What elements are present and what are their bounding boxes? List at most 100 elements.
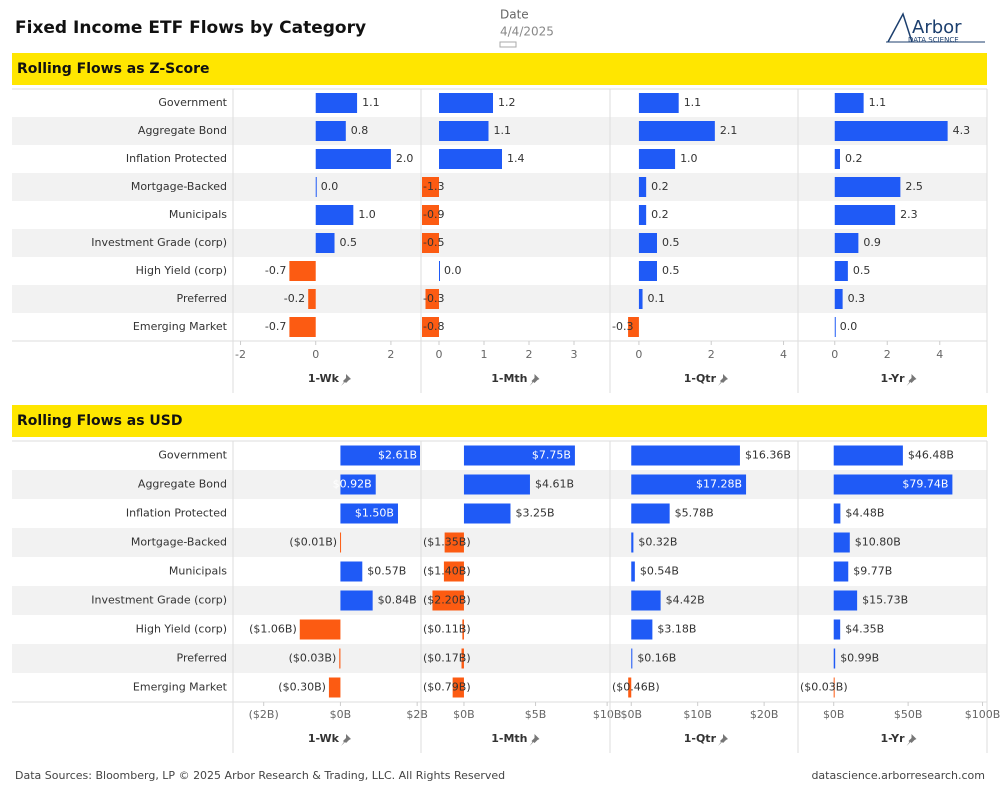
- panel-title: 1-Yr: [881, 732, 906, 745]
- value-label: -0.9: [423, 208, 444, 221]
- date-control[interactable]: [499, 41, 517, 48]
- category-label: Emerging Market: [133, 320, 228, 333]
- bar: [638, 121, 715, 141]
- panel-bars: [628, 445, 747, 698]
- panel-bars: [628, 93, 715, 337]
- pin-icon: [341, 734, 351, 746]
- value-label: $0.99B: [840, 652, 879, 665]
- value-label: $7.75B: [532, 449, 571, 462]
- value-label: ($0.17B): [423, 652, 471, 665]
- bar: [638, 205, 647, 225]
- logo-subtext: DATA SCIENCE: [908, 36, 959, 44]
- category-label: Government: [158, 449, 227, 462]
- bar: [631, 445, 740, 466]
- value-label: $16.36B: [745, 449, 791, 462]
- category-label: Preferred: [177, 292, 228, 305]
- value-label: ($0.79B): [423, 681, 471, 694]
- section-title: Rolling Flows as USD: [17, 413, 183, 429]
- x-tick-label: 2: [387, 348, 394, 361]
- row-band: [12, 117, 987, 145]
- bar: [638, 93, 679, 113]
- value-label: 0.5: [662, 264, 680, 277]
- bar: [439, 93, 493, 113]
- bar: [834, 121, 948, 141]
- bar: [833, 532, 850, 553]
- bar: [628, 677, 632, 698]
- bar: [439, 149, 502, 169]
- bar: [628, 317, 639, 337]
- bar: [833, 445, 903, 466]
- bar: [631, 590, 661, 611]
- x-tick-label: $50B: [894, 708, 923, 721]
- x-tick-label: 4: [780, 348, 787, 361]
- category-label: Mortgage-Backed: [131, 180, 227, 193]
- value-label: $2.61B: [378, 449, 417, 462]
- bar: [631, 561, 635, 582]
- bar: [631, 474, 747, 495]
- x-tick-label: $10B: [683, 708, 712, 721]
- row-band: [12, 528, 987, 557]
- panel-bars: [834, 93, 948, 337]
- bar: [315, 233, 335, 253]
- bar: [463, 503, 511, 524]
- category-label: High Yield (corp): [136, 264, 227, 277]
- bar: [289, 261, 316, 281]
- panel-title: 1-Qtr: [684, 732, 717, 745]
- category-label: Aggregate Bond: [138, 124, 227, 137]
- value-label: $0.84B: [378, 594, 417, 607]
- value-label: ($1.06B): [249, 623, 297, 636]
- bar: [631, 532, 634, 553]
- value-label: $17.28B: [696, 478, 742, 491]
- panel-title: 1-Yr: [881, 372, 906, 385]
- x-tick-label: -2: [235, 348, 246, 361]
- bar: [638, 149, 676, 169]
- bar: [462, 619, 464, 640]
- value-label: -0.7: [265, 264, 286, 277]
- bar: [461, 648, 464, 669]
- category-label: Municipals: [169, 565, 227, 578]
- category-label: Investment Grade (corp): [91, 594, 227, 607]
- bar: [289, 317, 316, 337]
- bar: [631, 619, 653, 640]
- value-label: -1.3: [423, 180, 444, 193]
- bar: [425, 289, 439, 309]
- bar: [340, 445, 420, 466]
- bar: [834, 177, 901, 197]
- value-label: 2.1: [720, 124, 738, 137]
- value-label: $4.35B: [845, 623, 884, 636]
- value-label: 2.3: [900, 208, 918, 221]
- value-label: $5.78B: [675, 507, 714, 520]
- value-label: $15.73B: [862, 594, 908, 607]
- bar: [315, 149, 391, 169]
- bar: [463, 474, 530, 495]
- bar: [834, 289, 843, 309]
- x-tick-label: $20B: [750, 708, 779, 721]
- value-label: -0.2: [284, 292, 305, 305]
- date-label: Date: [500, 8, 529, 22]
- bar: [340, 474, 376, 495]
- panel-title: 1-Qtr: [684, 372, 717, 385]
- bar: [833, 677, 835, 698]
- value-label: 1.1: [684, 96, 702, 109]
- x-tick-label: ($2B): [249, 708, 279, 721]
- bar: [834, 205, 896, 225]
- value-label: $0.54B: [640, 565, 679, 578]
- panel-title: 1-Mth: [491, 372, 527, 385]
- logo-text: Arbor: [912, 17, 962, 38]
- value-label: 1.1: [869, 96, 887, 109]
- bar: [299, 619, 341, 640]
- value-label: $0.57B: [367, 565, 406, 578]
- x-tick-label: $100B: [965, 708, 1000, 721]
- panel-bars: [299, 445, 420, 698]
- date-value[interactable]: 4/4/2025: [500, 25, 554, 39]
- category-label: Investment Grade (corp): [91, 236, 227, 249]
- value-label: 0.0: [321, 180, 339, 193]
- value-label: $0.32B: [638, 536, 677, 549]
- value-label: 1.2: [498, 96, 516, 109]
- category-label: Emerging Market: [133, 681, 228, 694]
- value-label: ($0.03B): [800, 681, 848, 694]
- x-tick-label: $5B: [525, 708, 547, 721]
- value-label: 0.0: [840, 320, 858, 333]
- bar: [638, 177, 647, 197]
- footer-link: datascience.arborresearch.com: [811, 769, 985, 782]
